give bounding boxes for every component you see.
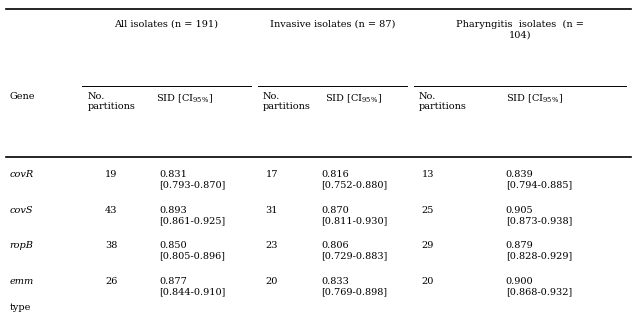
Text: emm: emm [10,277,34,286]
Text: 17: 17 [266,170,278,179]
Text: 38: 38 [105,241,117,250]
Text: 0.870
[0.811-0.930]: 0.870 [0.811-0.930] [322,206,388,225]
Text: covR: covR [10,170,34,179]
Text: 26: 26 [105,277,117,286]
Text: 0.893
[0.861-0.925]: 0.893 [0.861-0.925] [159,206,225,225]
Text: 20: 20 [266,277,278,286]
Text: 0.879
[0.828-0.929]: 0.879 [0.828-0.929] [506,241,572,260]
Text: 43: 43 [105,206,117,215]
Text: 29: 29 [422,241,434,250]
Text: No.
partitions: No. partitions [87,92,136,111]
Text: SID [$\mathregular{CI_{95\%}}$]: SID [$\mathregular{CI_{95\%}}$] [156,92,213,105]
Text: covS: covS [10,206,33,215]
Text: SID [$\mathregular{CI_{95\%}}$]: SID [$\mathregular{CI_{95\%}}$] [506,92,562,105]
Text: 0.900
[0.868-0.932]: 0.900 [0.868-0.932] [506,277,572,296]
Text: No.
partitions: No. partitions [262,92,310,111]
Text: 31: 31 [266,206,278,215]
Text: Pharyngitis  isolates  (n =
104): Pharyngitis isolates (n = 104) [456,20,583,39]
Text: 0.905
[0.873-0.938]: 0.905 [0.873-0.938] [506,206,572,225]
Text: SID [$\mathregular{CI_{95\%}}$]: SID [$\mathregular{CI_{95\%}}$] [325,92,382,105]
Text: 0.850
[0.805-0.896]: 0.850 [0.805-0.896] [159,241,225,260]
Text: 13: 13 [422,170,434,179]
Text: 0.877
[0.844-0.910]: 0.877 [0.844-0.910] [159,277,225,296]
Text: 20: 20 [422,277,434,286]
Text: Gene: Gene [10,92,35,101]
Text: All isolates (n = 191): All isolates (n = 191) [115,20,218,29]
Text: No.
partitions: No. partitions [419,92,466,111]
Text: 23: 23 [266,241,278,250]
Text: 25: 25 [422,206,434,215]
Text: 19: 19 [105,170,117,179]
Text: 0.816
[0.752-0.880]: 0.816 [0.752-0.880] [322,170,388,190]
Text: 0.839
[0.794-0.885]: 0.839 [0.794-0.885] [506,170,572,190]
Text: type: type [10,303,31,312]
Text: 0.806
[0.729-0.883]: 0.806 [0.729-0.883] [322,241,388,260]
Text: 0.831
[0.793-0.870]: 0.831 [0.793-0.870] [159,170,225,190]
Text: Invasive isolates (n = 87): Invasive isolates (n = 87) [270,20,395,29]
Text: ropB: ropB [10,241,33,250]
Text: 0.833
[0.769-0.898]: 0.833 [0.769-0.898] [322,277,388,296]
